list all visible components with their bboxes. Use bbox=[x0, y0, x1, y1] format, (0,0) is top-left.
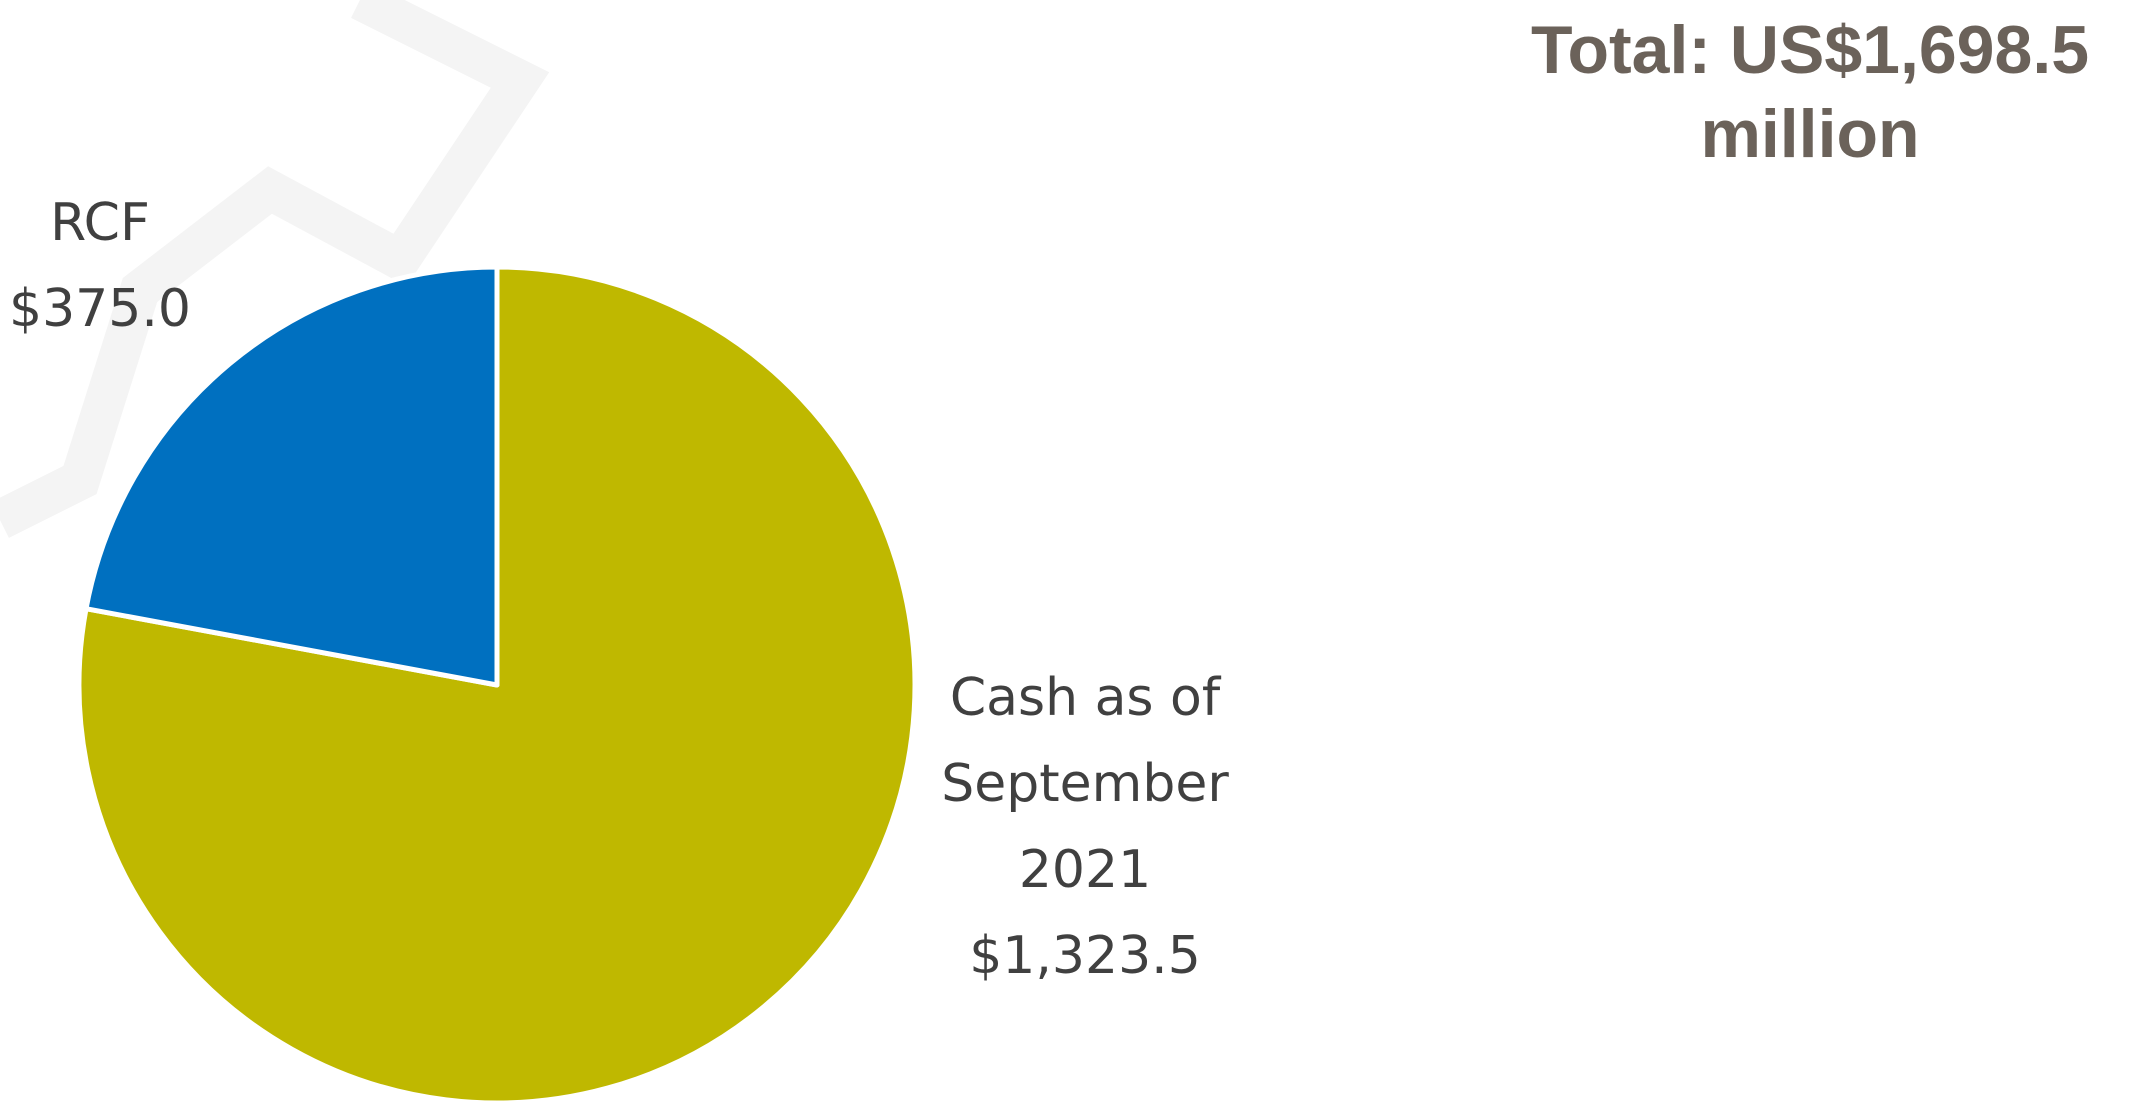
value-label: $1,323.5 bbox=[969, 926, 1201, 986]
chart-title: Total: US$1,698.5 million bbox=[1530, 12, 2090, 172]
data-label: Cash as of September 2021 $1,323.5 bbox=[925, 655, 1245, 999]
category-label: RCF bbox=[50, 193, 150, 253]
data-label: RCF $375.0 bbox=[0, 180, 200, 352]
pie-slice bbox=[83, 264, 500, 688]
value-label: $375.0 bbox=[9, 279, 191, 339]
background-decoration bbox=[0, 0, 550, 538]
category-label: Cash as of September 2021 bbox=[941, 668, 1229, 900]
